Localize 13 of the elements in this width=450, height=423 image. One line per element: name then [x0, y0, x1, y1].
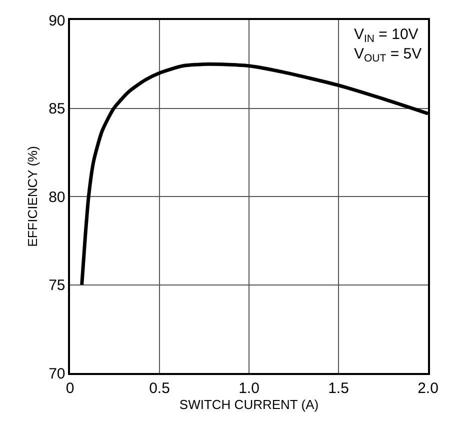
x-tick-label: 2.0	[418, 380, 438, 397]
y-tick-label: 80	[48, 188, 66, 206]
x-tick-label: 1.0	[238, 380, 260, 397]
annotation: V$_{IN}$ = 10V V$_{OUT}$ = 5V	[354, 26, 422, 65]
x-axis-title: SWITCH CURRENT (A)	[179, 396, 319, 412]
y-axis-title: EFFICIENCY (%)	[25, 146, 40, 247]
y-tick-label: 70	[48, 365, 66, 382]
x-tick-label: 1.5	[328, 380, 349, 397]
x-tick-label: 0.5	[149, 380, 170, 397]
x-tick-label: 0	[66, 380, 74, 397]
y-tick-label: 90	[48, 12, 66, 30]
y-tick-label: 85	[48, 100, 66, 118]
y-tick-label: 75	[48, 277, 66, 294]
